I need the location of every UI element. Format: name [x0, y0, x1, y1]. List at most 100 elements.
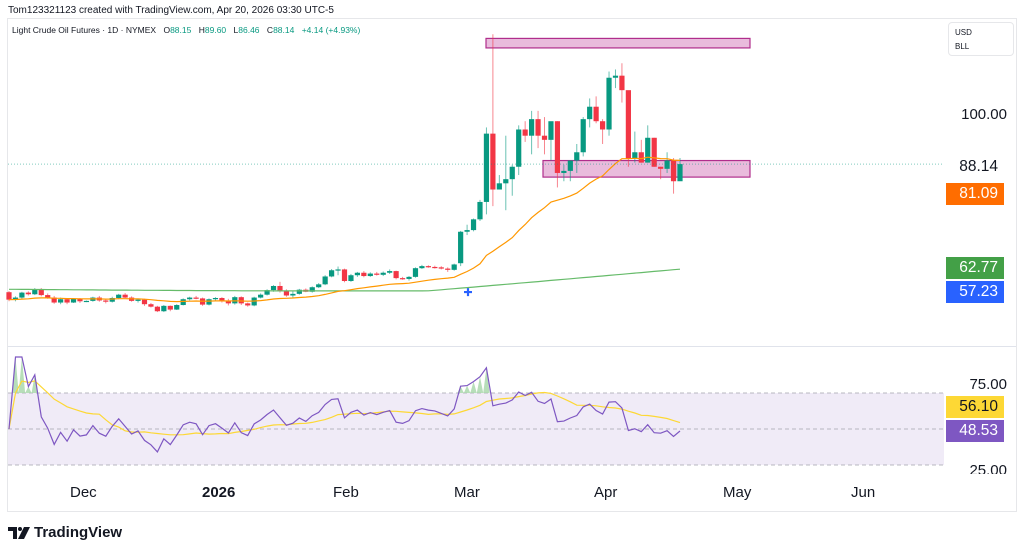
candle-body [548, 121, 554, 140]
symbol-legend: Light Crude Oil Futures · 1D · NYMEX O88… [12, 25, 360, 35]
candle-body [522, 129, 528, 136]
candle-body [238, 297, 244, 304]
brand-name: TradingView [34, 524, 123, 541]
candle-body [270, 285, 277, 291]
rsi-axis-label-75: 75.00 [969, 376, 1007, 393]
candle-body [64, 299, 70, 303]
candle-body [70, 298, 77, 303]
symbol-name[interactable]: Light Crude Oil Futures · 1D · NYMEX [12, 25, 157, 35]
ema-fast-price-tag: 81.09 [946, 183, 1004, 205]
candle-body [619, 75, 625, 91]
candle-body [25, 292, 31, 295]
candle-body [277, 285, 283, 291]
attribution-text: Tom123321123 created with TradingView.co… [8, 5, 334, 16]
support-zone [542, 159, 751, 178]
candle-body [670, 160, 677, 182]
rsi-moving-average-line [8, 380, 681, 436]
candle-body [651, 137, 657, 167]
candle-body [470, 219, 477, 231]
candle-body [103, 300, 109, 302]
time-label-mar: Mar [454, 484, 480, 501]
candle-body [374, 273, 380, 275]
candle-body [316, 284, 322, 288]
candle-body [664, 160, 670, 169]
time-label-feb: Feb [333, 484, 359, 501]
candle-body [632, 152, 638, 159]
candle-body [122, 294, 128, 298]
unit-label: BLL [955, 42, 970, 51]
tradingview-logo[interactable]: TradingView [8, 524, 122, 541]
sma-slow-price-tag: 62.77 [946, 257, 1004, 279]
candle-body [554, 121, 561, 173]
candle-body [335, 269, 341, 271]
candle-body [83, 300, 90, 303]
close-value: 88.14 [273, 25, 295, 35]
candle-body [612, 75, 619, 78]
candle-body [361, 272, 367, 277]
time-label-may: May [723, 484, 752, 501]
open-label: O [163, 25, 171, 35]
rsi-line [8, 356, 681, 453]
candle-body [638, 152, 644, 163]
candle-body [587, 106, 593, 120]
candle-body [419, 266, 425, 269]
candle-body [483, 133, 490, 202]
price-axis-divider [1016, 18, 1017, 512]
candle-body [490, 133, 496, 190]
candle-body [258, 294, 264, 298]
candle-body [406, 276, 412, 279]
pane-separator[interactable] [8, 346, 1016, 347]
candle-body [625, 90, 631, 159]
currency-label: USD [955, 28, 972, 37]
candle-body [212, 297, 219, 300]
candle-body [567, 160, 573, 171]
high-label: H [198, 25, 205, 35]
candle-body [77, 298, 83, 302]
candle-body [19, 292, 25, 298]
rsi-overbought-fill [12, 357, 535, 393]
candle-body [245, 303, 251, 306]
candle-body [51, 297, 57, 303]
rsi-price-tag: 48.53 [946, 420, 1004, 442]
candle-body [606, 77, 612, 130]
candle-body [464, 230, 470, 232]
fast-moving-average-line [8, 156, 681, 303]
candle-body [354, 272, 361, 276]
open-value: 88.15 [170, 25, 192, 35]
currency-unit-box[interactable]: USD BLL [948, 22, 1014, 56]
candle-body [574, 152, 580, 161]
candle-body [593, 106, 599, 122]
crossover-price-tag: 57.23 [946, 281, 1004, 303]
candle-body [309, 287, 315, 292]
candle-body [432, 266, 438, 269]
candle-body [187, 297, 193, 300]
candle-body [380, 272, 386, 275]
time-label-2026: 2026 [202, 484, 236, 501]
candle-body [496, 183, 502, 190]
candle-body [6, 292, 12, 300]
candle-body [658, 166, 664, 169]
candle-body [38, 289, 44, 296]
last-price-price-tag: 88.14 [946, 156, 1004, 178]
candle-body [219, 297, 225, 301]
candle-body [438, 267, 444, 269]
candle-body [167, 305, 173, 310]
rsi-ma-price-tag: 56.10 [946, 396, 1004, 418]
candle-body [580, 119, 586, 153]
candle-body [425, 266, 431, 268]
candle-body [535, 119, 541, 136]
time-label-dec: Dec [70, 484, 97, 501]
candle-body [180, 299, 186, 306]
candle-body [445, 268, 451, 270]
candle-body [503, 179, 509, 184]
time-label-jun: Jun [851, 484, 876, 501]
price-axis-label-100: 100.00 [961, 106, 1007, 123]
candle-body [109, 297, 115, 302]
candle-body [516, 129, 522, 167]
candle-body [206, 299, 212, 305]
time-label-apr: Apr [594, 484, 618, 501]
candle-body [296, 289, 302, 294]
crossover-marker-icon [464, 288, 472, 297]
candle-body [529, 119, 535, 136]
